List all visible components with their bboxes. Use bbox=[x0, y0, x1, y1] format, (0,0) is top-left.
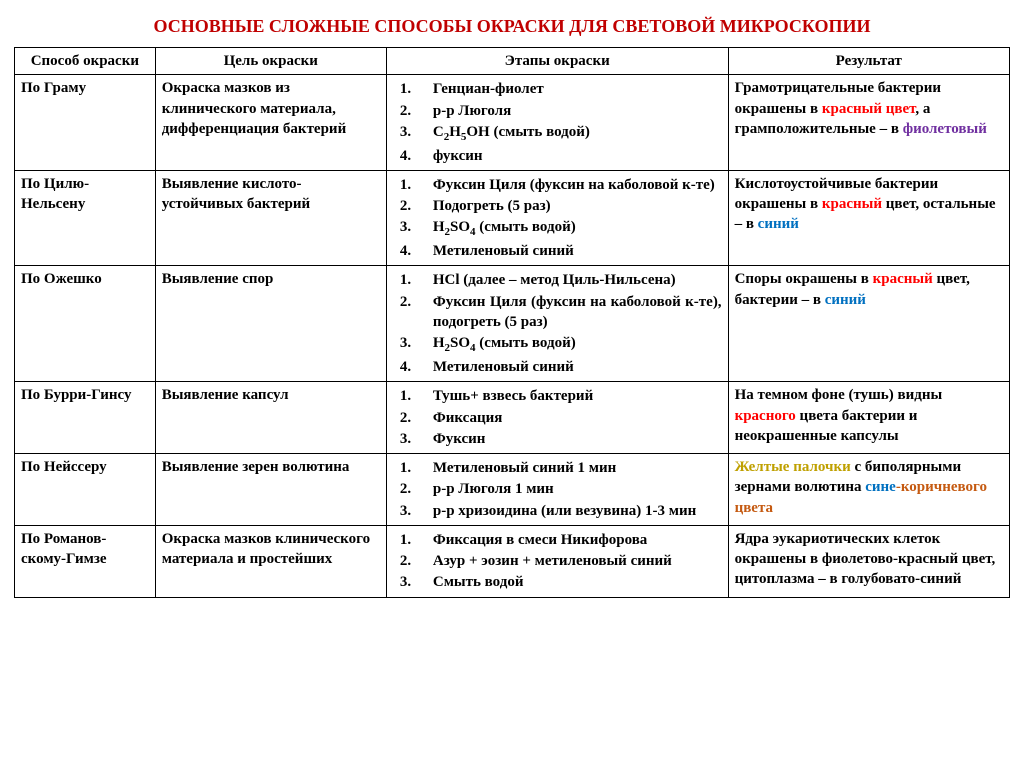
method-name: По Ожешко bbox=[15, 266, 156, 382]
step: С2Н5ОН (смыть водой) bbox=[415, 122, 722, 145]
table-row: По Граму Окраска мазков из клинического … bbox=[15, 75, 1010, 171]
method-name: По Граму bbox=[15, 75, 156, 171]
step: Фиксация bbox=[415, 408, 722, 428]
method-steps: Фиксация в смеси Никифорова Азур + эозин… bbox=[386, 525, 728, 597]
step: Фуксин bbox=[415, 429, 722, 449]
table-row: По Нейссеру Выявление зерен волютина Мет… bbox=[15, 454, 1010, 526]
method-goal: Окраска мазков из клинического материала… bbox=[155, 75, 386, 171]
step: Тушь+ взвесь бактерий bbox=[415, 386, 722, 406]
method-steps: Тушь+ взвесь бактерий Фиксация Фуксин bbox=[386, 382, 728, 454]
step: Н2SO4 (смыть водой) bbox=[415, 333, 722, 356]
step: Метиленовый синий 1 мин bbox=[415, 458, 722, 478]
method-result: Грамотрицательные бактерии окрашены в кр… bbox=[728, 75, 1009, 171]
step: Н2SO4 (смыть водой) bbox=[415, 217, 722, 240]
step: Фуксин Циля (фуксин на каболовой к-те), … bbox=[415, 292, 722, 333]
table-row: По Бурри-Гинсу Выявление капсул Тушь+ вз… bbox=[15, 382, 1010, 454]
method-steps: Фуксин Циля (фуксин на каболовой к-те) П… bbox=[386, 170, 728, 266]
method-name: По Цилю-Нельсену bbox=[15, 170, 156, 266]
step: Фиксация в смеси Никифорова bbox=[415, 530, 722, 550]
step: Подогреть (5 раз) bbox=[415, 196, 722, 216]
method-steps: Метиленовый синий 1 мин р-р Люголя 1 мин… bbox=[386, 454, 728, 526]
method-goal: Выявление спор bbox=[155, 266, 386, 382]
method-name: По Бурри-Гинсу bbox=[15, 382, 156, 454]
method-result: Ядра эукариотических клеток окрашены в ф… bbox=[728, 525, 1009, 597]
method-result: Споры окрашены в красный цвет, бактерии … bbox=[728, 266, 1009, 382]
method-goal: Выявление капсул bbox=[155, 382, 386, 454]
method-result: На темном фоне (тушь) видны красного цве… bbox=[728, 382, 1009, 454]
step: Смыть водой bbox=[415, 572, 722, 592]
step: Генциан-фиолет bbox=[415, 79, 722, 99]
step: Азур + эозин + метиленовый синий bbox=[415, 551, 722, 571]
col-result: Результат bbox=[728, 48, 1009, 75]
method-goal: Окраска мазков клинического материала и … bbox=[155, 525, 386, 597]
method-steps: Генциан-фиолет р-р Люголя С2Н5ОН (смыть … bbox=[386, 75, 728, 171]
step: Фуксин Циля (фуксин на каболовой к-те) bbox=[415, 175, 722, 195]
table-row: По Ожешко Выявление спор НСl (далее – ме… bbox=[15, 266, 1010, 382]
step: фуксин bbox=[415, 146, 722, 166]
col-goal: Цель окраски bbox=[155, 48, 386, 75]
step: Метиленовый синий bbox=[415, 357, 722, 377]
method-result: Желтые палочки с биполярными зернами вол… bbox=[728, 454, 1009, 526]
step: Метиленовый синий bbox=[415, 241, 722, 261]
col-steps: Этапы окраски bbox=[386, 48, 728, 75]
step: р-р хризоидина (или везувина) 1-3 мин bbox=[415, 501, 722, 521]
method-goal: Выявление зерен волютина bbox=[155, 454, 386, 526]
method-steps: НСl (далее – метод Циль-Нильсена) Фуксин… bbox=[386, 266, 728, 382]
method-name: По Романов-скому-Гимзе bbox=[15, 525, 156, 597]
method-name: По Нейссеру bbox=[15, 454, 156, 526]
table-header-row: Способ окраски Цель окраски Этапы окраск… bbox=[15, 48, 1010, 75]
method-result: Кислотоустойчивые бактерии окрашены в кр… bbox=[728, 170, 1009, 266]
step: р-р Люголя bbox=[415, 101, 722, 121]
col-method: Способ окраски bbox=[15, 48, 156, 75]
page-title: ОСНОВНЫЕ СЛОЖНЫЕ СПОСОБЫ ОКРАСКИ ДЛЯ СВЕ… bbox=[14, 16, 1010, 37]
method-goal: Выявление кислото-устойчивых бактерий bbox=[155, 170, 386, 266]
table-row: По Цилю-Нельсену Выявление кислото-устой… bbox=[15, 170, 1010, 266]
table-row: По Романов-скому-Гимзе Окраска мазков кл… bbox=[15, 525, 1010, 597]
step: р-р Люголя 1 мин bbox=[415, 479, 722, 499]
staining-table: Способ окраски Цель окраски Этапы окраск… bbox=[14, 47, 1010, 598]
step: НСl (далее – метод Циль-Нильсена) bbox=[415, 270, 722, 290]
